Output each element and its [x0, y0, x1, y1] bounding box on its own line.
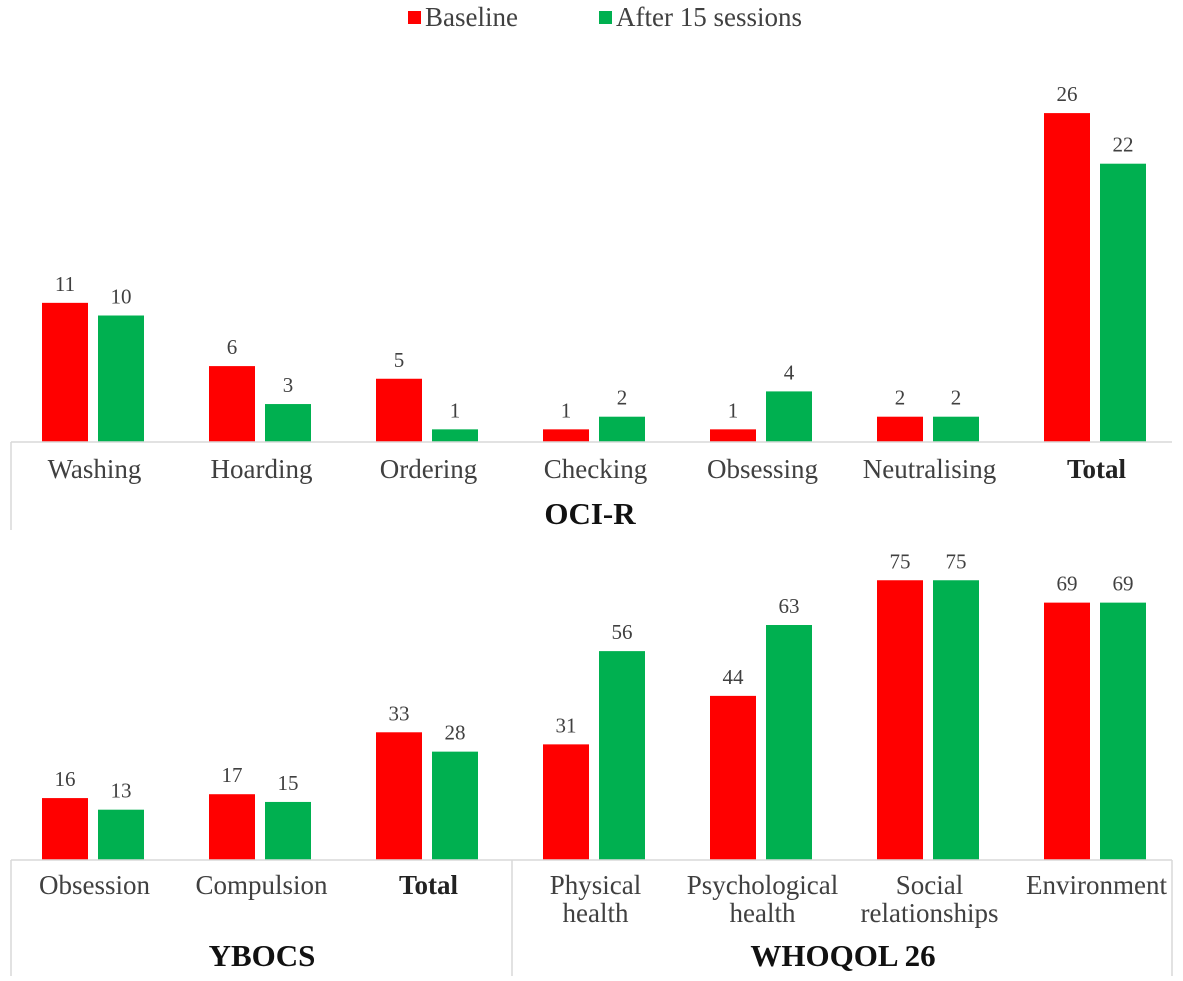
data-label-2-2-1: 75	[946, 549, 967, 573]
bar-2-1-1	[766, 625, 812, 860]
bar-1-1-0	[209, 794, 255, 860]
tick-label-0-2: Ordering	[380, 454, 477, 484]
data-label-0-4-0: 1	[728, 398, 739, 422]
bar-1-0-1	[98, 809, 144, 860]
data-label-0-6-1: 22	[1113, 133, 1134, 157]
bar-0-6-0	[1044, 113, 1090, 442]
bar-2-3-0	[1044, 602, 1090, 860]
bar-1-0-0	[42, 798, 88, 860]
data-label-1-1-0: 17	[222, 763, 243, 787]
data-label-0-2-0: 5	[394, 348, 405, 372]
tick-label-2-2-0: Social	[896, 870, 964, 900]
legend-label-1: After 15 sessions	[616, 2, 802, 32]
legend-label-0: Baseline	[425, 2, 518, 32]
bar-0-2-1	[432, 429, 478, 442]
data-label-2-1-1: 63	[779, 594, 800, 618]
bar-2-1-0	[710, 695, 756, 860]
data-label-2-0-1: 56	[612, 620, 633, 644]
bar-0-1-1	[265, 404, 311, 442]
data-label-0-3-0: 1	[561, 398, 572, 422]
tick-label-2-0-0: Physical	[550, 870, 642, 900]
data-label-0-5-0: 2	[895, 386, 906, 410]
tick-label-2-2-1: relationships	[861, 898, 999, 928]
tick-label-0-0: Washing	[48, 454, 142, 484]
data-label-1-0-1: 13	[111, 779, 132, 803]
bar-2-0-0	[543, 744, 589, 860]
data-label-0-1-0: 6	[227, 335, 238, 359]
group-label-0: OCI-R	[544, 496, 636, 531]
bar-0-3-0	[543, 429, 589, 442]
tick-label-2-3-0: Environment	[1026, 870, 1167, 900]
data-label-1-0-0: 16	[55, 767, 76, 791]
data-label-0-3-1: 2	[617, 386, 628, 410]
tick-label-1-2: Total	[399, 870, 459, 900]
bar-0-5-1	[933, 416, 979, 442]
data-label-1-1-1: 15	[278, 771, 299, 795]
legend-swatch-0	[408, 11, 421, 24]
tick-label-2-0-1: health	[563, 898, 629, 928]
tick-label-0-5: Neutralising	[863, 454, 996, 484]
bar-0-0-1	[98, 315, 144, 442]
tick-label-2-1-1: health	[730, 898, 796, 928]
data-label-0-5-1: 2	[951, 386, 962, 410]
data-label-2-3-0: 69	[1057, 572, 1078, 596]
bar-2-0-1	[599, 651, 645, 860]
data-label-0-0-0: 11	[55, 272, 75, 296]
bar-0-3-1	[599, 416, 645, 442]
tick-label-0-4: Obsessing	[707, 454, 818, 484]
bar-2-2-1	[933, 580, 979, 860]
bar-0-6-1	[1100, 163, 1146, 442]
tick-label-1-0: Obsession	[39, 870, 151, 900]
bar-0-2-0	[376, 378, 422, 442]
bar-0-4-1	[766, 391, 812, 442]
data-label-0-0-1: 10	[111, 285, 132, 309]
bar-1-1-1	[265, 801, 311, 860]
data-label-2-0-0: 31	[556, 713, 577, 737]
data-label-0-6-0: 26	[1057, 82, 1078, 106]
group-label-2: WHOQOL 26	[750, 938, 935, 973]
data-label-2-1-0: 44	[723, 665, 745, 689]
group-label-1: YBOCS	[209, 938, 316, 973]
bar-0-1-0	[209, 366, 255, 442]
tick-label-1-1: Compulsion	[195, 870, 328, 900]
bar-0-4-0	[710, 429, 756, 442]
data-label-1-2-0: 33	[389, 701, 410, 725]
bar-2-3-1	[1100, 602, 1146, 860]
tick-label-0-1: Hoarding	[211, 454, 313, 484]
tick-label-2-1-0: Psychological	[687, 870, 838, 900]
tick-label-0-3: Checking	[544, 454, 647, 484]
bar-0-5-0	[877, 416, 923, 442]
bar-1-2-1	[432, 751, 478, 860]
tick-label-0-6: Total	[1067, 454, 1127, 484]
bar-0-0-0	[42, 302, 88, 442]
data-label-2-2-0: 75	[890, 549, 911, 573]
data-label-2-3-1: 69	[1113, 572, 1134, 596]
data-label-0-4-1: 4	[784, 360, 795, 384]
data-label-0-1-1: 3	[283, 373, 294, 397]
data-label-1-2-1: 28	[445, 721, 466, 745]
data-label-0-2-1: 1	[450, 398, 461, 422]
bar-1-2-0	[376, 732, 422, 860]
legend-swatch-1	[599, 11, 612, 24]
bar-2-2-0	[877, 580, 923, 860]
